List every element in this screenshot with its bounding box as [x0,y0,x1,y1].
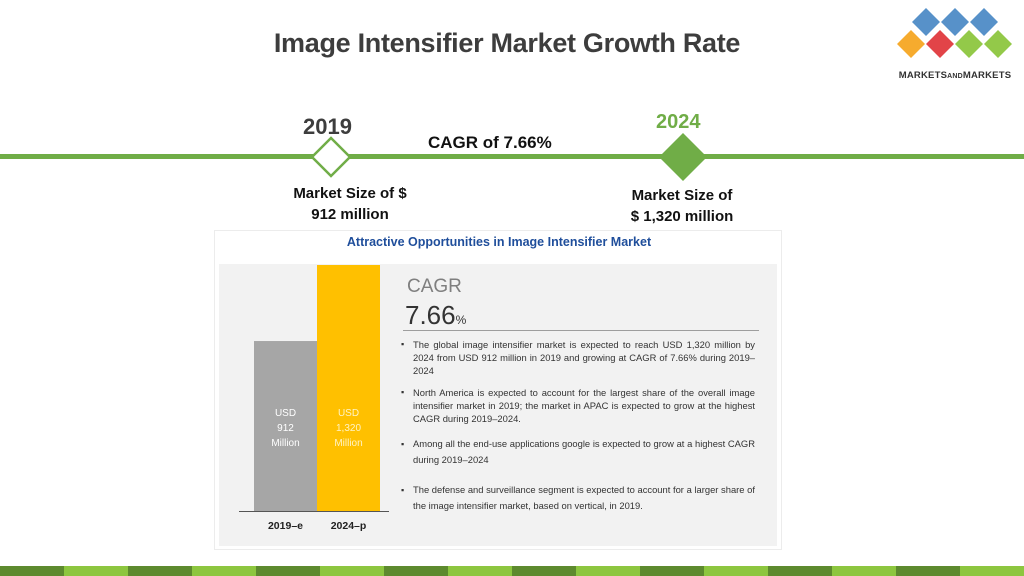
infographic-panel: Attractive Opportunities in Image Intens… [214,230,782,550]
x-tick-label: 2024–p [331,520,367,532]
company-logo [897,8,1012,58]
bar-value-label: 912 [277,423,294,434]
logo-text-and: AND [947,73,963,80]
bullet-item: Among all the end-use applications googl… [399,436,755,468]
footer-stripe [896,566,960,576]
logo-diamond [912,8,940,36]
logo-diamond [897,30,925,58]
footer-stripe [768,566,832,576]
end-diamond-marker [659,133,707,181]
infographic-header: Attractive Opportunities in Image Intens… [215,231,781,263]
bar-value-label: Million [271,438,299,449]
footer-stripe [576,566,640,576]
cagr-divider [403,330,759,331]
cagr-number: 7.66 [405,300,456,330]
footer-stripe [704,566,768,576]
start-diamond-marker [310,136,352,178]
footer-stripe [64,566,128,576]
logo-diamond [955,30,983,58]
start-market-size: Market Size of $ 912 million [270,183,430,225]
bar-2024–p [317,265,380,511]
footer-stripes [0,566,1024,576]
footer-stripe [0,566,64,576]
footer-stripe [512,566,576,576]
bar-value-label: Million [334,438,362,449]
start-market-size-line2: 912 million [311,206,389,223]
bullet-item: The defense and surveillance segment is … [399,482,755,514]
logo-diamond [941,8,969,36]
start-market-size-line1: Market Size of $ [293,185,407,202]
x-tick-label: 2019–e [268,520,303,532]
market-bar-chart: USD 912 Million 2019–e USD 1,320 Million 2024–p [239,265,389,532]
footer-stripe [640,566,704,576]
logo-diamond [926,30,954,58]
end-market-size-line2: $ 1,320 million [630,208,734,225]
slide-title: Image Intensifier Market Growth Rate [273,28,741,58]
cagr-value: 7.66% [405,300,466,331]
footer-stripe [256,566,320,576]
cagr-label: CAGR [407,276,462,297]
infographic-title: Attractive Opportunities in Image Intens… [346,235,652,249]
infographic-body: USD 912 Million 2019–e USD 1,320 Million 2024–p… [219,264,777,546]
logo-text-main: MARKETS [898,70,948,81]
logo-text: MARKETSANDMARKETS [886,70,1024,81]
bullet-item: North America is expected to account for… [399,386,755,425]
footer-stripe [960,566,1024,576]
footer-stripe [832,566,896,576]
timeline-end-year: 2024 [656,111,701,133]
timeline-line [0,154,1024,159]
end-market-size: Market Size of $ 1,320 million [600,185,764,227]
footer-stripe [128,566,192,576]
footer-stripe [384,566,448,576]
bullet-item: The global image intensifier market is e… [399,338,755,377]
logo-text-end: MARKETS [962,70,1012,81]
timeline-start-year: 2019 [303,114,352,139]
footer-stripe [192,566,256,576]
end-market-size-line1: Market Size of [631,187,733,204]
cagr-unit: % [455,313,467,327]
footer-stripe [448,566,512,576]
footer-stripe [320,566,384,576]
bar-value-label: 1,320 [336,423,361,434]
timeline-cagr: CAGR of 7.66% [428,133,552,152]
logo-diamond [984,30,1012,58]
bar-2019–e [254,341,317,511]
logo-diamond [970,8,998,36]
bar-value-label: USD [275,408,296,419]
bar-value-label: USD [338,408,359,419]
